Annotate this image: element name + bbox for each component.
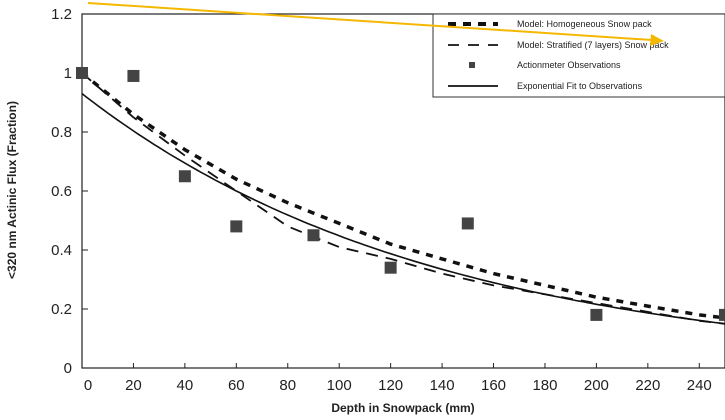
x-tick-label: 100 bbox=[327, 377, 352, 394]
y-tick-label: 1 bbox=[64, 65, 72, 82]
annotation-arrow bbox=[87, 2, 664, 46]
x-tick-label: 180 bbox=[532, 377, 557, 394]
x-tick-label: 0 bbox=[84, 377, 92, 394]
observation-point bbox=[230, 220, 243, 233]
series-line-0 bbox=[80, 71, 725, 320]
legend: Model: Homogeneous Snow pack Model: Stra… bbox=[432, 13, 725, 98]
legend-label-stratified: Model: Stratified (7 layers) Snow pack bbox=[517, 40, 669, 50]
x-tick-label: 160 bbox=[481, 377, 506, 394]
observation-point bbox=[461, 217, 474, 230]
x-tick-label: 140 bbox=[430, 377, 455, 394]
legend-label-fit: Exponential Fit to Observations bbox=[517, 81, 643, 91]
legend-label-observations: Actionmeter Observations bbox=[517, 60, 621, 70]
legend-swatch-observations bbox=[469, 62, 475, 68]
series-line-3 bbox=[81, 92, 725, 325]
markers-layer bbox=[76, 67, 725, 321]
x-axis-ticks: 0 20 40 60 80 100 120 140 160 180 200 220 240 bbox=[81, 363, 712, 394]
observation-point bbox=[719, 308, 725, 321]
observation-point bbox=[307, 229, 320, 242]
x-tick-label: 120 bbox=[378, 377, 403, 394]
y-tick-label: 0.6 bbox=[51, 183, 72, 200]
annotation-arrow-head bbox=[650, 34, 664, 46]
y-tick-label: 0 bbox=[64, 360, 72, 377]
observation-point bbox=[127, 69, 140, 82]
y-tick-label: 0.2 bbox=[51, 301, 72, 318]
observation-point bbox=[76, 67, 88, 79]
x-axis-title: Depth in Snowpack (mm) bbox=[331, 401, 474, 415]
observation-point bbox=[384, 261, 397, 274]
x-tick-label: 20 bbox=[125, 377, 142, 394]
y-axis-ticks: 0 0.2 0.4 0.6 0.8 1 1.2 bbox=[51, 6, 88, 377]
legend-label-homogeneous: Model: Homogeneous Snow pack bbox=[517, 19, 652, 29]
x-tick-label: 220 bbox=[635, 377, 660, 394]
x-tick-label: 60 bbox=[228, 377, 245, 394]
x-tick-label: 80 bbox=[279, 377, 296, 394]
y-axis-title: <320 nm Actinic Flux (Fraction) bbox=[5, 101, 19, 279]
annotation-arrow-line bbox=[87, 2, 653, 41]
x-tick-label: 200 bbox=[584, 377, 609, 394]
observation-point bbox=[590, 308, 603, 321]
observation-point bbox=[178, 170, 191, 183]
series-layer bbox=[80, 71, 725, 325]
y-tick-label: 0.8 bbox=[51, 124, 72, 141]
x-tick-label: 240 bbox=[687, 377, 712, 394]
x-tick-label: 40 bbox=[177, 377, 194, 394]
y-tick-label: 0.4 bbox=[51, 242, 72, 259]
y-tick-label: 1.2 bbox=[51, 6, 72, 23]
series-line-1 bbox=[81, 72, 725, 325]
